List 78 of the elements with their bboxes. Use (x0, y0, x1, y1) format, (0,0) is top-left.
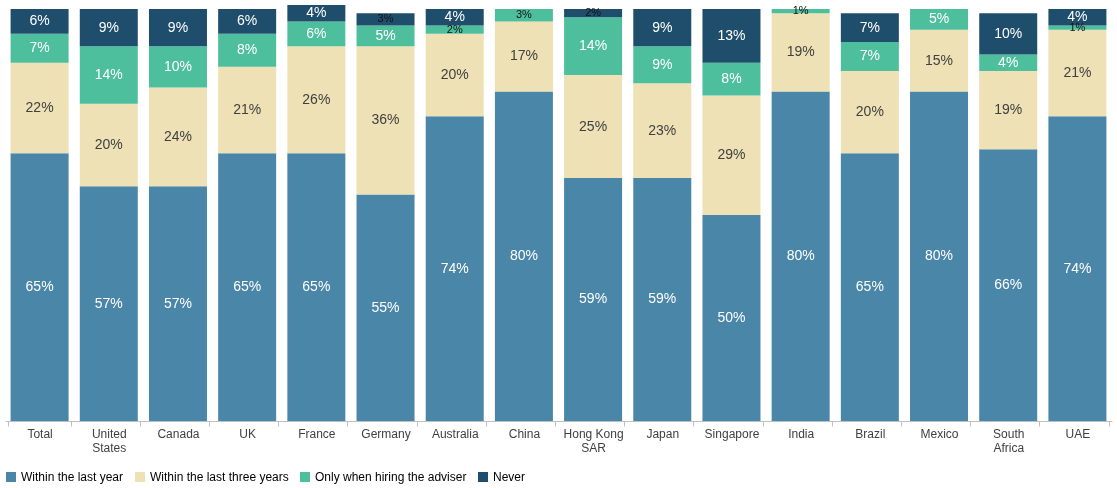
data-label: 9% (652, 55, 673, 72)
data-label: 29% (717, 146, 746, 163)
x-tick-label: UK (239, 426, 256, 441)
data-label: 4% (444, 8, 465, 25)
data-label: 21% (233, 101, 262, 118)
legend-label: Never (493, 470, 526, 484)
data-label: 5% (928, 10, 950, 27)
data-label: 3% (515, 8, 533, 21)
legend-label: Within the last three years (150, 470, 289, 484)
data-label: 21% (1063, 63, 1092, 80)
data-label: 80% (509, 247, 538, 264)
data-label: 7% (29, 39, 50, 56)
legend-label: Only when hiring the adviser (315, 470, 467, 484)
data-label: 8% (721, 70, 742, 87)
data-label: 7% (859, 47, 880, 64)
data-label: 80% (786, 247, 815, 264)
data-label: 19% (994, 101, 1023, 118)
x-tick-label: Mexico (920, 426, 959, 441)
data-label: 6% (29, 12, 50, 29)
data-label: 23% (648, 121, 677, 138)
data-label: 57% (163, 294, 192, 311)
x-tick-label: France (298, 426, 336, 441)
data-label: 22% (25, 98, 54, 115)
data-label: 20% (855, 103, 884, 120)
data-label: 14% (579, 37, 608, 54)
data-label: 50% (717, 309, 746, 326)
data-label: 4% (306, 4, 327, 21)
data-label: 15% (925, 51, 954, 68)
data-label: 6% (237, 12, 258, 29)
data-label: 65% (25, 278, 54, 295)
x-tick-label: UAE (1065, 426, 1091, 441)
x-tick-label: United States (91, 426, 127, 455)
legend-label: Within the last year (21, 470, 124, 484)
data-label: 9% (167, 18, 189, 35)
data-label: 19% (786, 43, 815, 60)
data-label: 59% (579, 290, 608, 307)
data-label: 7% (859, 18, 880, 35)
data-label: 55% (371, 298, 400, 315)
data-label: 4% (998, 53, 1019, 70)
data-label: 9% (652, 18, 673, 35)
x-tick-label: China (508, 426, 541, 441)
x-tick-label: Total (27, 426, 53, 441)
data-label: 36% (371, 111, 400, 128)
data-label: 26% (302, 90, 331, 107)
data-label: 57% (94, 294, 123, 311)
data-label: 13% (717, 26, 746, 43)
data-label: 8% (237, 41, 258, 58)
data-label: 66% (994, 276, 1023, 293)
data-label: 59% (648, 290, 677, 307)
data-label: 14% (94, 66, 123, 83)
x-tick-label: South Africa (993, 426, 1025, 455)
data-label: 3% (377, 12, 394, 25)
x-tick-label: Singapore (704, 426, 760, 441)
data-label: 2% (585, 6, 602, 19)
data-label: 74% (1063, 259, 1092, 276)
x-tick-label: India (788, 426, 815, 441)
x-tick-label: Australia (431, 426, 479, 441)
data-label: 65% (302, 278, 331, 295)
data-label: 25% (579, 117, 608, 134)
data-label: 80% (925, 247, 954, 264)
x-tick-label: Hong Kong SAR (563, 426, 624, 455)
data-label: 10% (994, 24, 1023, 41)
data-label: 20% (94, 136, 123, 153)
data-label: 20% (440, 66, 469, 83)
x-tick-label: Canada (157, 426, 200, 441)
data-label: 17% (509, 47, 538, 64)
x-tick-label: Germany (361, 426, 411, 441)
data-label: 2% (446, 22, 463, 35)
data-label: 65% (233, 278, 262, 295)
data-label: 65% (855, 278, 884, 295)
data-label: 10% (163, 57, 192, 74)
x-tick-label: Japan (646, 426, 680, 441)
data-label: 74% (440, 259, 469, 276)
data-label: 6% (306, 24, 327, 41)
data-label: 24% (163, 127, 192, 144)
data-label: 5% (375, 26, 396, 43)
x-tick-label: Brazil (855, 426, 886, 441)
data-label: 9% (98, 18, 119, 35)
